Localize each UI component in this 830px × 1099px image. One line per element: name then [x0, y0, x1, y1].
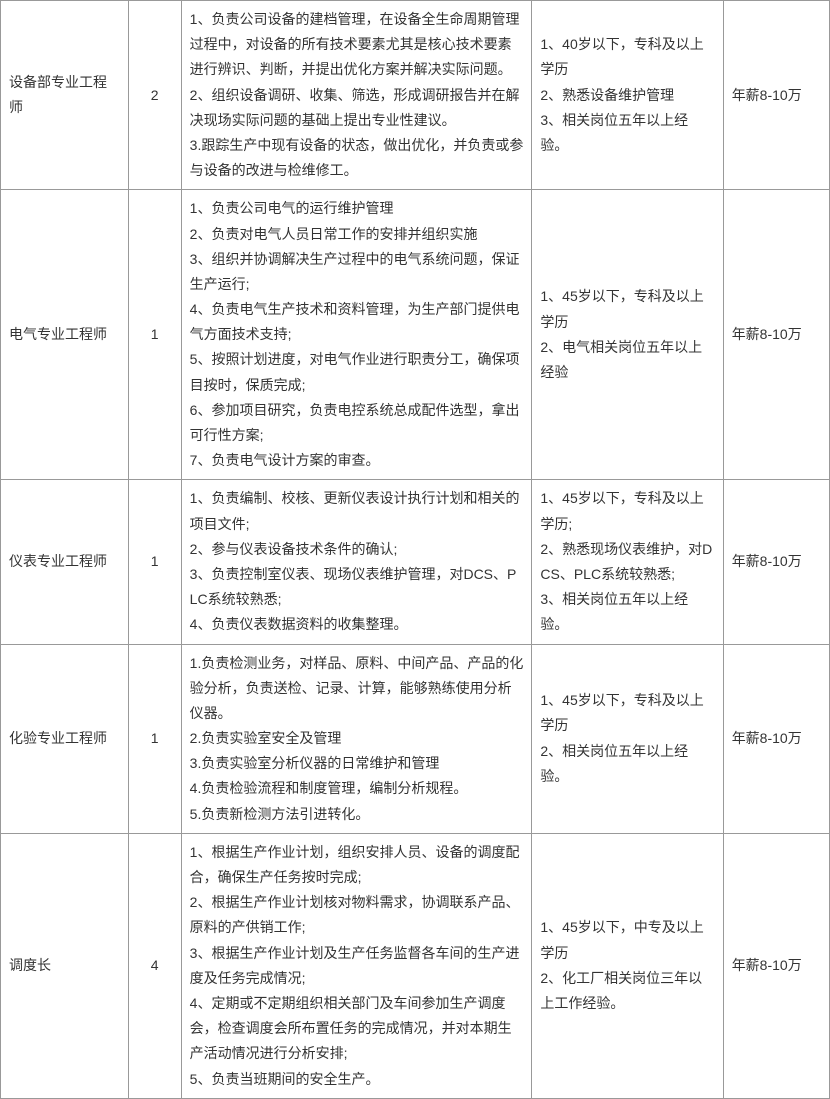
job-listing-table: 设备部专业工程师21、负责公司设备的建档管理，在设备全生命周期管理过程中，对设备… — [0, 0, 830, 1099]
job-salary-cell: 年薪8-10万 — [723, 644, 829, 833]
job-salary-cell: 年薪8-10万 — [723, 1, 829, 190]
table-row: 调度长41、根据生产作业计划，组织安排人员、设备的调度配合，确保生产任务按时完成… — [1, 833, 830, 1098]
job-title-cell: 调度长 — [1, 833, 129, 1098]
job-count-cell: 1 — [128, 190, 181, 480]
job-duty-cell: 1、负责编制、校核、更新仪表设计执行计划和相关的项目文件;2、参与仪表设备技术条… — [181, 480, 532, 644]
job-count-cell: 2 — [128, 1, 181, 190]
job-count-cell: 4 — [128, 833, 181, 1098]
job-salary-cell: 年薪8-10万 — [723, 833, 829, 1098]
job-title-cell: 电气专业工程师 — [1, 190, 129, 480]
table-row: 仪表专业工程师11、负责编制、校核、更新仪表设计执行计划和相关的项目文件;2、参… — [1, 480, 830, 644]
job-count-cell: 1 — [128, 480, 181, 644]
table-row: 电气专业工程师11、负责公司电气的运行维护管理2、负责对电气人员日常工作的安排并… — [1, 190, 830, 480]
job-salary-cell: 年薪8-10万 — [723, 480, 829, 644]
job-count-cell: 1 — [128, 644, 181, 833]
job-duty-cell: 1、根据生产作业计划，组织安排人员、设备的调度配合，确保生产任务按时完成;2、根… — [181, 833, 532, 1098]
job-salary-cell: 年薪8-10万 — [723, 190, 829, 480]
job-requirement-cell: 1、45岁以下，专科及以上学历2、相关岗位五年以上经验。 — [532, 644, 723, 833]
job-title-cell: 仪表专业工程师 — [1, 480, 129, 644]
job-requirement-cell: 1、45岁以下，专科及以上学历;2、熟悉现场仪表维护，对DCS、PLC系统较熟悉… — [532, 480, 723, 644]
job-requirement-cell: 1、45岁以下，专科及以上学历2、电气相关岗位五年以上经验 — [532, 190, 723, 480]
table-row: 化验专业工程师11.负责检测业务，对样品、原料、中间产品、产品的化验分析，负责送… — [1, 644, 830, 833]
job-duty-cell: 1.负责检测业务，对样品、原料、中间产品、产品的化验分析，负责送检、记录、计算，… — [181, 644, 532, 833]
job-requirement-cell: 1、45岁以下，中专及以上学历2、化工厂相关岗位三年以上工作经验。 — [532, 833, 723, 1098]
table-row: 设备部专业工程师21、负责公司设备的建档管理，在设备全生命周期管理过程中，对设备… — [1, 1, 830, 190]
job-requirement-cell: 1、40岁以下，专科及以上学历2、熟悉设备维护管理3、相关岗位五年以上经验。 — [532, 1, 723, 190]
job-duty-cell: 1、负责公司设备的建档管理，在设备全生命周期管理过程中，对设备的所有技术要素尤其… — [181, 1, 532, 190]
job-duty-cell: 1、负责公司电气的运行维护管理2、负责对电气人员日常工作的安排并组织实施3、组织… — [181, 190, 532, 480]
job-title-cell: 设备部专业工程师 — [1, 1, 129, 190]
job-title-cell: 化验专业工程师 — [1, 644, 129, 833]
